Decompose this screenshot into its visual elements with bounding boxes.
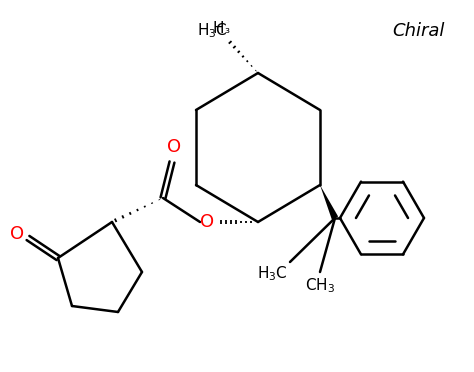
Polygon shape [320, 185, 338, 219]
Text: H: H [212, 21, 224, 36]
Text: $\mathregular{H_3C}$: $\mathregular{H_3C}$ [257, 264, 288, 283]
Text: O: O [200, 213, 214, 231]
Text: $\mathregular{CH_3}$: $\mathregular{CH_3}$ [305, 276, 335, 295]
Text: Chiral: Chiral [392, 22, 445, 40]
Text: O: O [167, 138, 181, 156]
Text: $\mathregular{H_3C}$: $\mathregular{H_3C}$ [197, 21, 228, 40]
Text: ₃: ₃ [224, 23, 229, 36]
Text: O: O [10, 225, 24, 243]
